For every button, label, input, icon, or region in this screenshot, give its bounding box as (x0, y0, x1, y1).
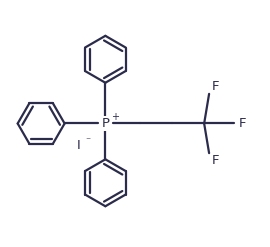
Text: P: P (101, 117, 109, 130)
Text: F: F (211, 80, 219, 93)
Text: ⁻: ⁻ (85, 136, 90, 146)
Text: F: F (239, 117, 246, 130)
Text: F: F (211, 154, 219, 167)
Text: I: I (76, 139, 80, 152)
Text: +: + (111, 112, 119, 122)
